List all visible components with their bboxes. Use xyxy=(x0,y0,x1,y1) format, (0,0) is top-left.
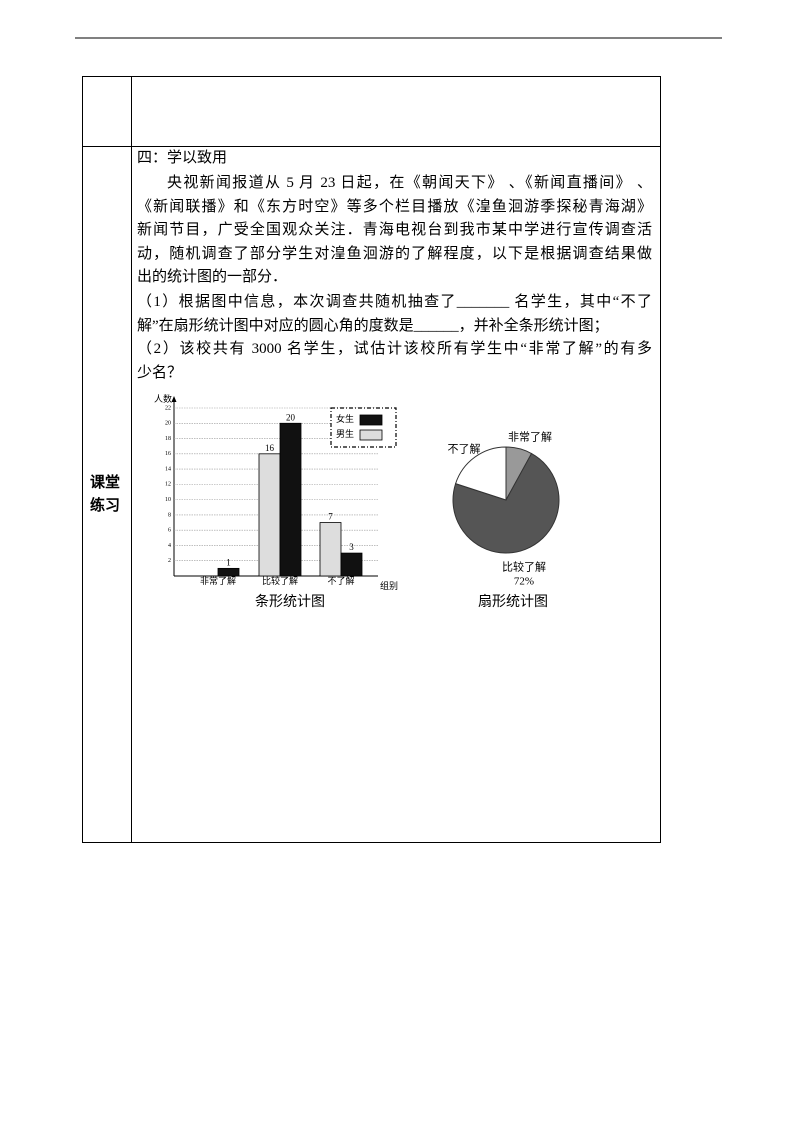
question-line: （2）该校共有 3000 名学生，试估计该校所有学生中“非常了解”的有多 xyxy=(137,341,652,357)
question-line: 解”在扇形统计图中对应的圆心角的度数是______，并补全条形统计图； xyxy=(137,317,609,334)
y-tick-label: 6 xyxy=(168,528,171,534)
pie-slice xyxy=(452,452,560,554)
chart-caption: 条形统计图 xyxy=(255,593,325,610)
legend-swatch xyxy=(359,414,383,426)
pie-value-label: 72% xyxy=(514,576,534,588)
pie-label: 不了解 xyxy=(448,442,481,456)
y-tick-label: 2 xyxy=(168,558,171,564)
heading: 四：学以致用 xyxy=(137,150,228,166)
x-tick-label: 不了解 xyxy=(327,575,354,586)
legend-label: 女生 xyxy=(336,413,354,424)
bar xyxy=(279,422,302,577)
y-tick-label: 18 xyxy=(165,436,171,442)
value-label: 1 xyxy=(226,557,231,567)
paragraph-line: 《新闻联播》和《东方时空》等多个栏目播放《湟鱼洄游季探秘青海湖》 xyxy=(137,198,652,215)
y-axis-arrow xyxy=(171,396,177,402)
y-tick-label: 8 xyxy=(168,512,171,518)
section-label: 练习 xyxy=(90,496,121,514)
paragraph-line: 新闻节目，广受全国观众关注．青海电视台到我市某中学进行宣传调查活 xyxy=(137,222,652,238)
y-tick-label: 14 xyxy=(165,466,171,472)
y-tick-label: 12 xyxy=(165,482,171,488)
pie-slice xyxy=(454,446,507,501)
bar xyxy=(258,453,281,577)
question-line: 少名？ xyxy=(137,364,183,381)
value-label: 3 xyxy=(349,542,354,552)
section-label: 课堂 xyxy=(90,473,121,491)
table-border xyxy=(82,76,661,843)
bar xyxy=(217,567,240,577)
y-tick-label: 20 xyxy=(165,421,171,427)
chart-caption: 扇形统计图 xyxy=(478,594,548,610)
value-label: 16 xyxy=(265,443,275,453)
x-tick-label: 非常了解 xyxy=(200,575,236,586)
paragraph-line: 动，随机调查了部分学生对湟鱼洄游的了解程度，以下是根据调查结果做 xyxy=(137,245,652,262)
x-tick-label: 比较了解 xyxy=(262,575,298,586)
bar xyxy=(319,522,342,577)
paragraph-line: 出的统计图的一部分． xyxy=(137,269,288,285)
value-label: 20 xyxy=(286,412,296,422)
legend-swatch xyxy=(359,429,383,441)
legend-box xyxy=(330,407,397,448)
pie-label: 非常了解 xyxy=(508,430,552,444)
y-tick-label: 16 xyxy=(165,451,171,457)
legend-label: 男生 xyxy=(336,428,354,439)
y-tick-label: 22 xyxy=(165,405,171,411)
x-axis-label: 组别 xyxy=(380,580,398,591)
y-axis-label: 人数 xyxy=(154,393,172,404)
value-label: 7 xyxy=(328,512,333,522)
pie-label: 比较了解 xyxy=(502,560,546,574)
paragraph-line: 央视新闻报道从 5 月 23 日起，在《朝闻天下》 、《新闻直播间》 、 xyxy=(167,175,652,191)
bar xyxy=(340,552,363,577)
y-tick-label: 4 xyxy=(168,543,171,549)
question-line: （1）根据图中信息，本次调查共随机抽查了_______ 名学生，其中“不了 xyxy=(137,294,652,310)
y-tick-label: 10 xyxy=(165,497,171,503)
